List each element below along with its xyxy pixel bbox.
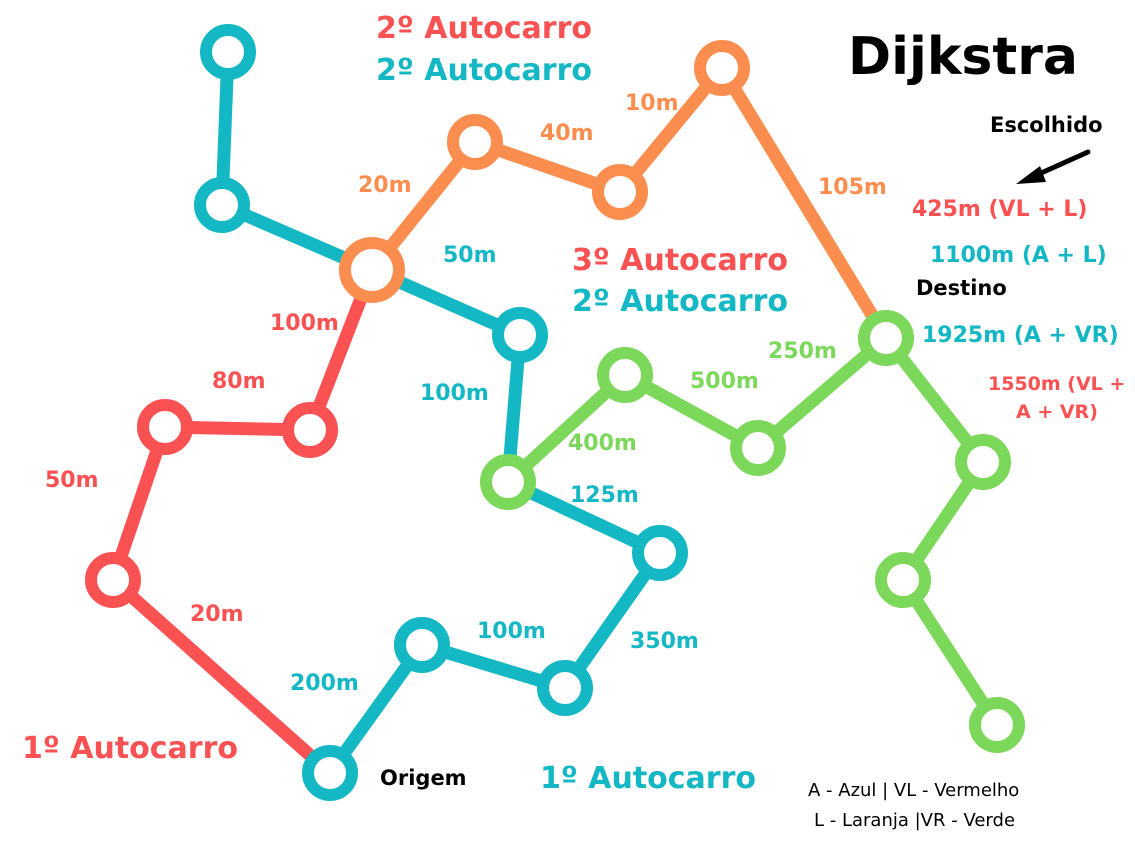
edge-label: 105m	[818, 175, 887, 200]
edge-label: 40m	[540, 121, 594, 146]
edge-label: 100m	[270, 311, 339, 336]
bus-label: 2º Autocarro	[376, 11, 592, 46]
bus-label: 1º Autocarro	[540, 761, 756, 796]
edge-label: 200m	[290, 671, 359, 696]
node-teal	[194, 177, 250, 233]
node-teal-top	[200, 24, 256, 80]
node-teal	[394, 617, 450, 673]
bus-label: 2º Autocarro	[376, 53, 592, 88]
chosen-label: Escolhido	[990, 113, 1103, 137]
origin-label: Origem	[380, 766, 467, 790]
node-green	[955, 434, 1011, 490]
node-red	[85, 552, 141, 608]
diagram-title: Dijkstra	[848, 27, 1078, 87]
legend-line: A - Azul | VL - Vermelho	[808, 780, 1019, 801]
node-green	[969, 697, 1025, 753]
result-label: 1925m (A + VR)	[922, 323, 1119, 348]
legend-line: L - Laranja |VR - Verde	[814, 810, 1015, 831]
node-hub	[339, 237, 405, 303]
node-origin	[302, 745, 358, 801]
arrow-icon	[1016, 149, 1091, 184]
node-teal	[492, 307, 548, 363]
result-label: 1100m (A + L)	[930, 243, 1107, 268]
result-label: A + VR)	[1016, 401, 1098, 423]
bus-label: 2º Autocarro	[572, 284, 788, 319]
node-orange	[447, 114, 503, 170]
edge-red	[106, 573, 337, 780]
bus-label: 3º Autocarro	[572, 243, 788, 278]
node-orange	[694, 40, 750, 96]
node-green	[730, 420, 786, 476]
edge-label: 10m	[625, 91, 679, 116]
edge-label: 50m	[443, 243, 497, 268]
result-label: 425m (VL + L)	[912, 197, 1087, 222]
edge-label: 400m	[568, 431, 637, 456]
node-orange	[592, 164, 648, 220]
edge-label: 20m	[358, 173, 412, 198]
node-teal	[537, 660, 593, 716]
node-green	[597, 347, 653, 403]
edge-label: 250m	[768, 339, 837, 364]
edge-label: 500m	[690, 369, 759, 394]
edge-green	[751, 331, 893, 455]
edge-label: 80m	[212, 369, 266, 394]
node-red	[282, 402, 338, 458]
edge-orange	[715, 61, 893, 345]
edge-label: 125m	[570, 483, 639, 508]
edge-label: 100m	[420, 381, 489, 406]
edge-label: 50m	[45, 468, 99, 493]
node-red	[137, 399, 193, 455]
node-green-junction	[480, 454, 536, 510]
edge-green	[896, 573, 1004, 732]
edge-label: 20m	[190, 602, 244, 627]
node-green	[875, 552, 931, 608]
node-teal	[632, 525, 688, 581]
result-label: 1550m (VL +	[988, 373, 1125, 395]
destination-label: Destino	[916, 276, 1007, 300]
bus-label: 1º Autocarro	[22, 731, 238, 766]
edge-label: 100m	[477, 619, 546, 644]
edge-label: 350m	[630, 629, 699, 654]
node-destination	[858, 310, 914, 366]
